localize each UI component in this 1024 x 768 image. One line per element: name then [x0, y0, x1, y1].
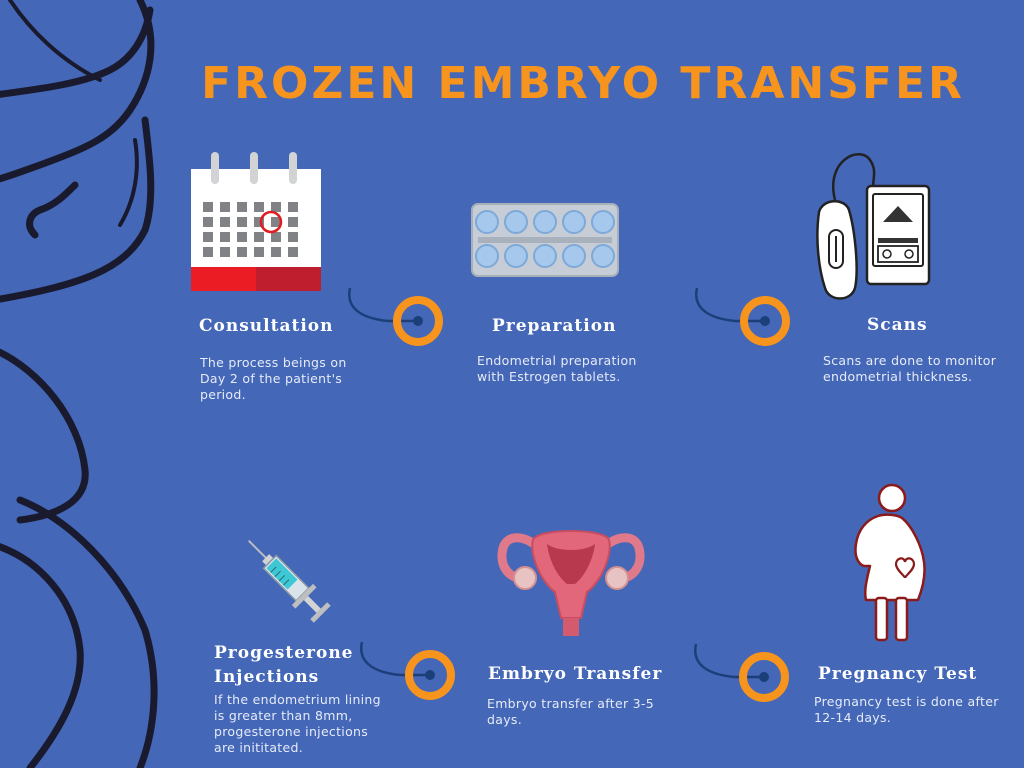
step-title-scans: Scans [867, 315, 928, 335]
step-desc-scans: Scans are done to monitor endometrial th… [823, 353, 997, 384]
pills-icon [471, 203, 619, 277]
step-desc-consultation: The process beings on Day 2 of the patie… [200, 355, 347, 402]
syringe-icon [247, 539, 331, 623]
step-title-progesterone-injections: Progesterone Injections [214, 643, 354, 687]
uterus-icon [497, 530, 645, 636]
calendar-icon [191, 152, 321, 291]
connector-node-3 [360, 641, 455, 700]
step-title-preparation: Preparation [492, 316, 617, 336]
connector-node-2 [695, 287, 790, 346]
connector-node-4 [694, 643, 789, 702]
step-desc-preparation: Endometrial preparation with Estrogen ta… [477, 353, 637, 384]
step-title-pregnancy-test: Pregnancy Test [818, 664, 978, 684]
ultrasound-icon [816, 153, 931, 300]
pregnant-woman-icon [854, 483, 926, 642]
step-title-embryo-transfer: Embryo Transfer [488, 664, 663, 684]
step-desc-progesterone-injections: If the endometrium lining is greater tha… [214, 692, 381, 755]
step-title-consultation: Consultation [199, 316, 334, 336]
woman-silhouette-icon [0, 0, 158, 768]
infographic-title: FROZEN EMBRYO TRANSFER [201, 58, 965, 109]
step-desc-pregnancy-test: Pregnancy test is done after 12-14 days. [814, 694, 999, 725]
step-desc-embryo-transfer: Embryo transfer after 3-5 days. [487, 696, 654, 727]
connector-node-1 [348, 287, 443, 346]
